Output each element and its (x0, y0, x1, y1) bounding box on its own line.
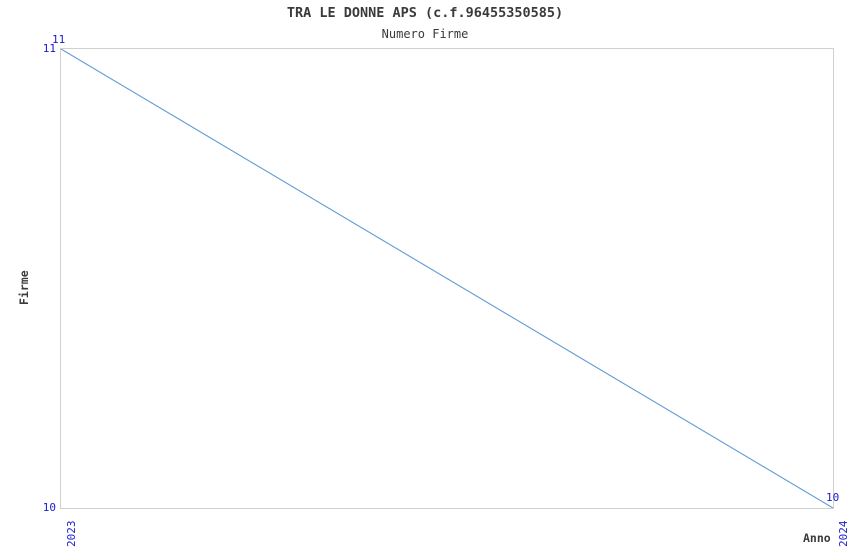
x-tick-label-2024: 2024 (837, 520, 850, 548)
data-point-label-2023: 11 (52, 33, 66, 46)
x-tick-label-2023: 2023 (65, 520, 78, 548)
x-axis-title: Anno (803, 531, 831, 545)
chart-title: TRA LE DONNE APS (c.f.96455350585) (286, 5, 564, 21)
data-point-label-2024: 10 (826, 491, 840, 504)
y-tick-label-11: 11 (42, 42, 56, 55)
plot-area (60, 48, 834, 509)
y-tick-label-10: 10 (42, 501, 56, 514)
chart-subtitle: Numero Firme (381, 27, 469, 41)
y-axis-title: Firme (17, 270, 31, 305)
data-line (61, 49, 833, 508)
series-line-numero-firme (61, 49, 833, 508)
